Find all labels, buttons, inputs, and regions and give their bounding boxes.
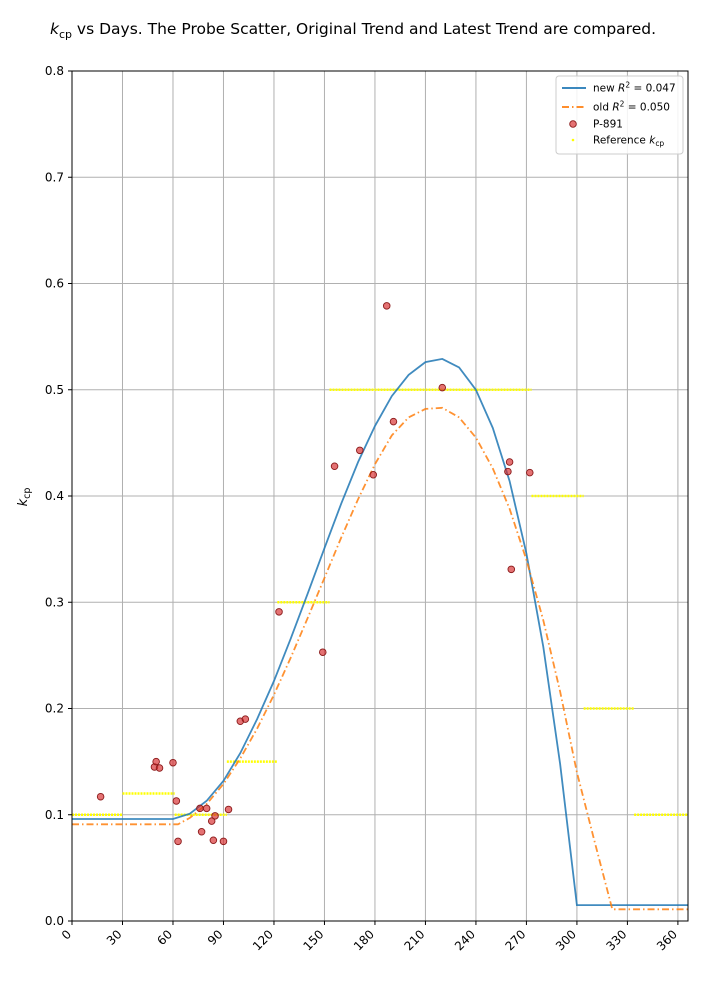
probe-point bbox=[505, 458, 514, 466]
probe-point bbox=[438, 383, 447, 392]
probe-point bbox=[224, 805, 233, 814]
legend-new-label: new R2 = 0.047 bbox=[593, 81, 676, 95]
probe-point bbox=[275, 608, 283, 616]
probe-point bbox=[96, 792, 105, 801]
probe-point bbox=[319, 648, 327, 656]
legend: new R2 = 0.047 old R2 = 0.050 P-891 Refe… bbox=[555, 75, 684, 155]
probe-point bbox=[241, 715, 250, 723]
probe-point bbox=[382, 302, 391, 310]
probe-point bbox=[389, 417, 398, 426]
probe-point bbox=[207, 817, 216, 825]
probe-point bbox=[209, 836, 218, 845]
new-trend-line bbox=[72, 357, 688, 906]
probe-point bbox=[504, 467, 512, 476]
y-tick-label: 0.5 bbox=[45, 383, 64, 397]
legend-reference-label: Reference kcp bbox=[593, 135, 664, 149]
probe-point bbox=[196, 804, 204, 813]
legend-probe-label: P-891 bbox=[593, 119, 623, 131]
probe-point bbox=[202, 804, 211, 813]
probe-point bbox=[197, 828, 206, 836]
y-tick-label: 0.4 bbox=[45, 489, 64, 503]
probe-point bbox=[155, 764, 164, 772]
probe-point bbox=[356, 446, 364, 455]
legend-old-label: old R2 = 0.050 bbox=[593, 100, 670, 114]
y-tick-label: 0.3 bbox=[45, 595, 64, 609]
y-tick-label: 0.1 bbox=[45, 808, 64, 822]
y-tick-label: 0.6 bbox=[45, 277, 64, 291]
probe-point bbox=[330, 462, 339, 471]
probe-point bbox=[174, 837, 182, 846]
probe-point bbox=[211, 812, 219, 820]
probe-point bbox=[369, 471, 378, 479]
probe-point bbox=[152, 757, 160, 766]
legend-reference-swatch bbox=[571, 138, 575, 142]
y-axis-label: kcp bbox=[16, 488, 33, 507]
probe-scatter-layer bbox=[96, 302, 534, 846]
probe-point bbox=[172, 797, 181, 805]
legend-probe-swatch bbox=[569, 120, 577, 128]
y-tick-label: 0.2 bbox=[45, 702, 64, 716]
probe-point bbox=[526, 468, 534, 477]
reference-layer bbox=[72, 388, 688, 817]
y-tick-label: 0.8 bbox=[45, 64, 64, 78]
probe-point bbox=[507, 565, 516, 574]
probe-point bbox=[169, 758, 177, 767]
legend-box bbox=[555, 75, 684, 155]
trend-lines-layer bbox=[72, 357, 688, 911]
y-tick-label: 0.0 bbox=[45, 914, 64, 928]
old-trend-line bbox=[72, 406, 688, 911]
chart-title: kcp vs Days. The Probe Scatter, Original… bbox=[50, 20, 656, 41]
probe-point bbox=[219, 837, 228, 846]
y-tick-label: 0.7 bbox=[45, 170, 64, 184]
